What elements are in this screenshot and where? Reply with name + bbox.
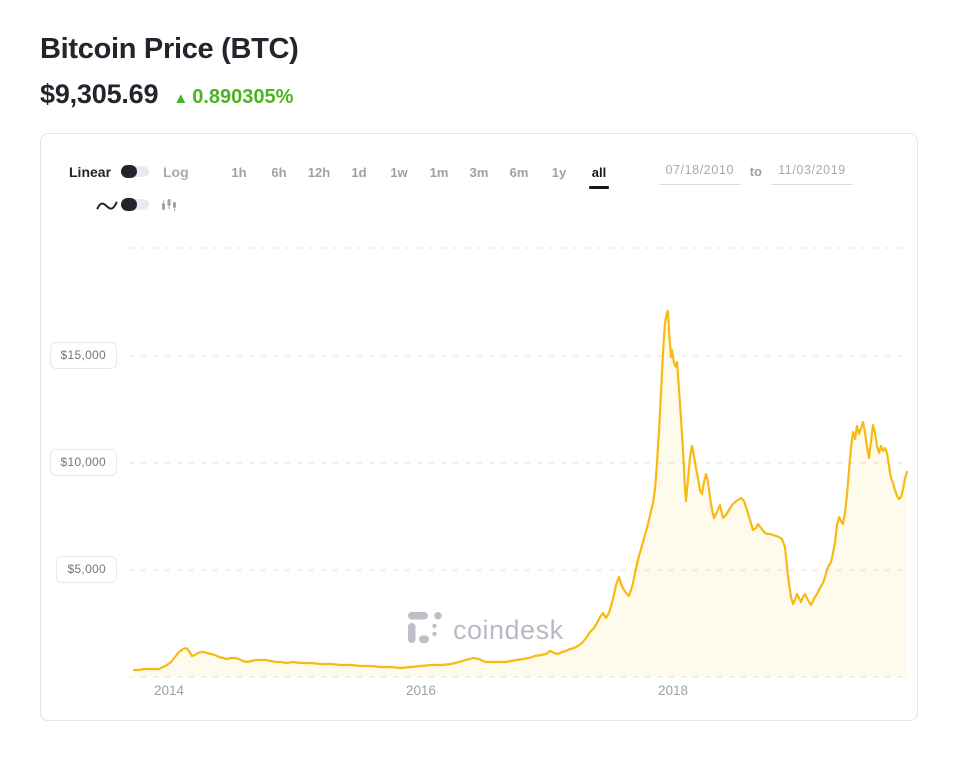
current-price: $9,305.69 [40,79,159,109]
chart-type-toggle-knob [121,198,137,211]
range-button-12h[interactable]: 12h [304,163,334,180]
range-button-1y[interactable]: 1y [544,163,574,180]
y-axis-label-10000: $10,000 [49,449,117,476]
range-button-1h[interactable]: 1h [224,163,254,180]
coindesk-logo-icon [407,611,443,649]
x-axis-label-2014: 2014 [153,683,185,698]
y-axis-label-15000: $15,000 [49,342,117,369]
range-button-3m[interactable]: 3m [464,163,494,180]
price-line [132,309,909,672]
x-axis-label-2016: 2016 [405,683,437,698]
price-change-percent: 0.890305% [192,86,294,108]
range-button-6h[interactable]: 6h [264,163,294,180]
price-change: ▲ 0.890305% [173,86,293,109]
range-button-1w[interactable]: 1w [384,163,414,180]
log-scale-label[interactable]: Log [163,164,189,180]
date-from-input[interactable]: 07/18/2010 [658,163,741,185]
line-chart-icon[interactable] [96,199,118,217]
coindesk-wordmark: coindesk [453,614,564,645]
date-to-label: to [749,164,762,179]
chart-card: Linear Log 1h 6h 12h 1d 1w 1m 3m 6m 1y all 07/18/… [40,133,918,721]
range-button-6m[interactable]: 6m [504,163,534,180]
linear-scale-label[interactable]: Linear [69,164,112,180]
up-arrow-icon: ▲ [173,90,189,107]
range-buttons: 1h 6h 12h 1d 1w 1m 3m 6m 1y all [224,163,614,180]
range-button-all[interactable]: all [584,163,614,180]
chart-toolbar: Linear Log 1h 6h 12h 1d 1w 1m 3m 6m 1y all 07/18/… [41,162,917,185]
price-area-fill [134,311,907,677]
scale-toggle-knob [121,165,137,178]
range-button-1d[interactable]: 1d [344,163,374,180]
chart-svg[interactable] [41,134,919,722]
chart-type-toggle[interactable] [121,198,149,211]
price-row: $9,305.69 ▲ 0.890305% [40,79,293,110]
y-axis-label-5000: $5,000 [56,556,117,583]
date-range-picker: 07/18/2010 to 11/03/2019 [658,163,853,185]
coindesk-watermark: coindesk [407,611,564,649]
candlestick-chart-icon[interactable] [161,197,179,219]
x-axis-labels: 2014 2016 2018 [41,683,917,703]
range-button-1m[interactable]: 1m [424,163,454,180]
page-title: Bitcoin Price (BTC) [40,33,299,65]
date-to-input[interactable]: 11/03/2019 [771,163,853,185]
x-axis-label-2018: 2018 [657,683,689,698]
scale-toggle[interactable] [121,165,149,178]
chart-type-toolbar [41,196,917,216]
